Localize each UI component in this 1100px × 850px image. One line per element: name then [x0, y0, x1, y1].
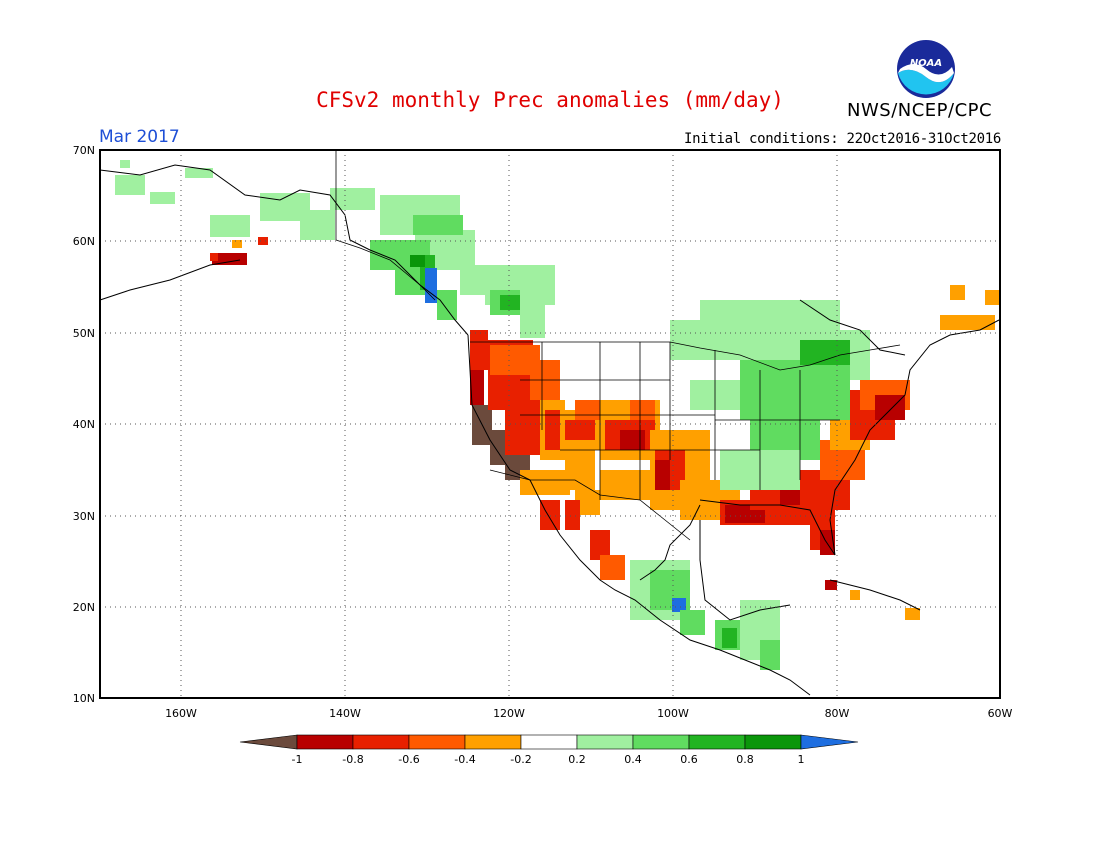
lat-label: 70N: [73, 144, 95, 157]
colorbar-label: 1: [798, 753, 805, 766]
latitude-labels: 70N 60N 50N 40N 30N 20N 10N: [73, 144, 95, 705]
forecast-period: Mar 2017: [99, 127, 180, 147]
colorbar: -1 -0.8 -0.6 -0.4 -0.2 0.2 0.4 0.6 0.8 1: [239, 734, 859, 766]
colorbar-label: -1: [292, 753, 303, 766]
colorbar-label: -0.2: [510, 753, 531, 766]
coastlines: [99, 164, 1000, 696]
initial-conditions: Initial conditions: 22Oct2016-31Oct2016: [683, 131, 1001, 147]
colorbar-segment: [744, 734, 802, 750]
noaa-logo-icon: NOAA: [896, 39, 956, 99]
colorbar-segment: [576, 734, 634, 750]
graticule: [100, 150, 1000, 698]
colorbar-label: 0.6: [680, 753, 698, 766]
lon-label: 100W: [657, 707, 689, 720]
lat-label: 20N: [73, 601, 95, 614]
lat-label: 50N: [73, 327, 95, 340]
colorbar-label: -0.6: [398, 753, 419, 766]
lat-label: 30N: [73, 510, 95, 523]
colorbar-label: -0.4: [454, 753, 475, 766]
lon-label: 140W: [329, 707, 361, 720]
colorbar-segment: [688, 734, 746, 750]
colorbar-label: 0.8: [736, 753, 754, 766]
lon-label: 60W: [988, 707, 1013, 720]
map-title: CFSv2 monthly Prec anomalies (mm/day): [316, 88, 784, 112]
logo-text: NOAA: [909, 58, 943, 69]
lon-label: 80W: [825, 707, 850, 720]
colorbar-segment: [408, 734, 466, 750]
colorbar-segment: [464, 734, 522, 750]
colorbar-arrow-high: [800, 734, 859, 750]
colorbar-label: -0.8: [342, 753, 363, 766]
colorbar-label: 0.2: [568, 753, 586, 766]
lon-label: 120W: [493, 707, 525, 720]
borders: [335, 150, 901, 541]
colorbar-label: 0.4: [624, 753, 642, 766]
colorbar-segment: [296, 734, 354, 750]
lon-label: 160W: [165, 707, 197, 720]
lat-label: 10N: [73, 692, 95, 705]
lat-label: 40N: [73, 418, 95, 431]
map-frame: [99, 149, 1001, 699]
colorbar-segment: [352, 734, 410, 750]
colorbar-arrow-low: [239, 734, 298, 750]
colorbar-segment: [632, 734, 690, 750]
lat-label: 60N: [73, 235, 95, 248]
agency-label: NWS/NCEP/CPC: [847, 100, 993, 121]
colorbar-segment: [520, 734, 578, 750]
longitude-labels: 160W 140W 120W 100W 80W 60W: [165, 707, 1012, 720]
